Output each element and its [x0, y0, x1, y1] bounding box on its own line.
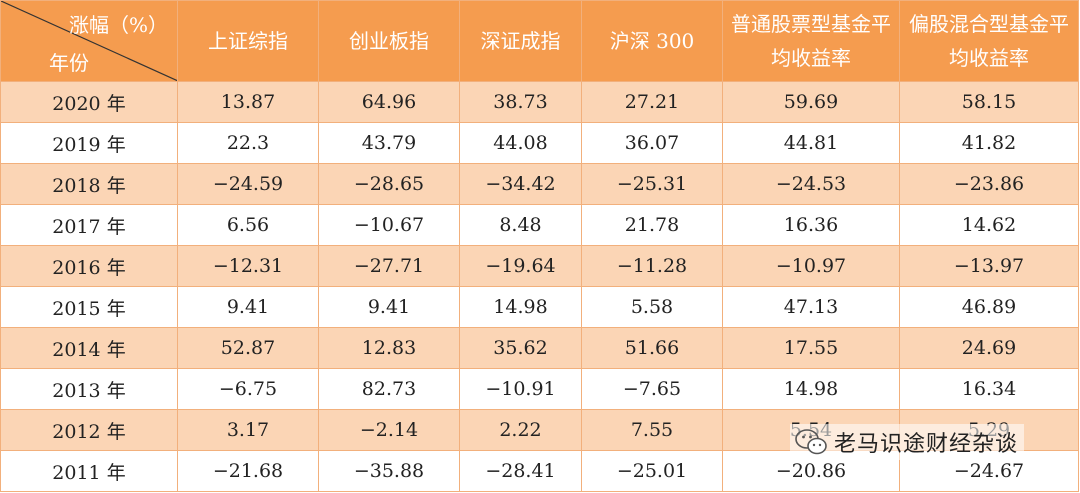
value-cell: 6.56	[177, 204, 319, 246]
value-cell: 58.15	[899, 81, 1079, 123]
value-cell: 9.41	[177, 286, 319, 328]
value-cell: 36.07	[581, 122, 723, 164]
table-row: 2017 年 6.56 −10.67 8.48 21.78 16.36 14.62	[0, 204, 1079, 246]
value-cell: 44.08	[459, 122, 582, 164]
watermark: 老马识途财经杂谈	[790, 424, 1025, 460]
year-cell: 2014 年	[0, 327, 178, 369]
value-cell: 14.98	[459, 286, 582, 328]
col-header-csi300: 沪深 300	[581, 0, 723, 82]
value-cell: 9.41	[318, 286, 460, 328]
year-cell: 2011 年	[0, 450, 178, 492]
value-cell: 16.36	[722, 204, 900, 246]
value-cell: −23.86	[899, 163, 1079, 205]
value-cell: −25.31	[581, 163, 723, 205]
value-cell: 82.73	[318, 368, 460, 410]
value-cell: 8.48	[459, 204, 582, 246]
value-cell: −28.65	[318, 163, 460, 205]
table-row: 2013 年 −6.75 82.73 −10.91 −7.65 14.98 16.34	[0, 368, 1079, 410]
value-cell: −6.75	[177, 368, 319, 410]
value-cell: 2.22	[459, 409, 582, 451]
value-cell: 13.87	[177, 81, 319, 123]
value-cell: 3.17	[177, 409, 319, 451]
year-cell: 2019 年	[0, 122, 178, 164]
value-cell: 16.34	[899, 368, 1079, 410]
value-cell: −12.31	[177, 245, 319, 287]
header-row: 涨幅（%） 年份 上证综指 创业板指 深证成指 沪深 300 普通股票型基金平均…	[0, 0, 1079, 82]
col-header-szse-component: 深证成指	[459, 0, 582, 82]
value-cell: 41.82	[899, 122, 1079, 164]
value-cell: 51.66	[581, 327, 723, 369]
value-cell: 21.78	[581, 204, 723, 246]
corner-diagonal-line	[1, 1, 177, 81]
table-row: 2020 年 13.87 64.96 38.73 27.21 59.69 58.15	[0, 81, 1079, 123]
value-cell: 47.13	[722, 286, 900, 328]
table-row: 2018 年 −24.59 −28.65 −34.42 −25.31 −24.53 −23.…	[0, 163, 1079, 205]
value-cell: −21.68	[177, 450, 319, 492]
value-cell: −11.28	[581, 245, 723, 287]
watermark-text: 老马识途财经杂谈	[834, 432, 1019, 457]
value-cell: 38.73	[459, 81, 582, 123]
corner-header-cell: 涨幅（%） 年份	[0, 0, 178, 82]
value-cell: 64.96	[318, 81, 460, 123]
value-cell: −24.53	[722, 163, 900, 205]
value-cell: 17.55	[722, 327, 900, 369]
value-cell: −28.41	[459, 450, 582, 492]
value-cell: 14.62	[899, 204, 1079, 246]
value-cell: −24.59	[177, 163, 319, 205]
value-cell: 52.87	[177, 327, 319, 369]
value-cell: 46.89	[899, 286, 1079, 328]
table-row: 2014 年 52.87 12.83 35.62 51.66 17.55 24.69	[0, 327, 1079, 369]
col-header-equity-fund-return: 普通股票型基金平均收益率	[722, 0, 900, 82]
value-cell: −35.88	[318, 450, 460, 492]
year-cell: 2016 年	[0, 245, 178, 287]
value-cell: −25.01	[581, 450, 723, 492]
value-cell: −7.65	[581, 368, 723, 410]
value-cell: −10.91	[459, 368, 582, 410]
corner-label-year: 年份	[49, 51, 89, 75]
value-cell: −27.71	[318, 245, 460, 287]
value-cell: −19.64	[459, 245, 582, 287]
year-cell: 2017 年	[0, 204, 178, 246]
value-cell: −2.14	[318, 409, 460, 451]
table-row: 2016 年 −12.31 −27.71 −19.64 −11.28 −10.97 −13.…	[0, 245, 1079, 287]
year-cell: 2015 年	[0, 286, 178, 328]
table-row: 2019 年 22.3 43.79 44.08 36.07 44.81 41.82	[0, 122, 1079, 164]
value-cell: 59.69	[722, 81, 900, 123]
col-header-chinext: 创业板指	[318, 0, 460, 82]
col-header-sse-composite: 上证综指	[177, 0, 319, 82]
value-cell: 27.21	[581, 81, 723, 123]
value-cell: −13.97	[899, 245, 1079, 287]
value-cell: 5.58	[581, 286, 723, 328]
year-cell: 2012 年	[0, 409, 178, 451]
year-cell: 2020 年	[0, 81, 178, 123]
value-cell: 44.81	[722, 122, 900, 164]
year-cell: 2018 年	[0, 163, 178, 205]
value-cell: 14.98	[722, 368, 900, 410]
value-cell: 24.69	[899, 327, 1079, 369]
value-cell: 43.79	[318, 122, 460, 164]
corner-label-change: 涨幅（%）	[69, 13, 169, 37]
col-header-hybrid-fund-return: 偏股混合型基金平均收益率	[899, 0, 1079, 82]
wechat-icon	[795, 429, 827, 455]
value-cell: 12.83	[318, 327, 460, 369]
value-cell: 22.3	[177, 122, 319, 164]
table-row: 2015 年 9.41 9.41 14.98 5.58 47.13 46.89	[0, 286, 1079, 328]
year-cell: 2013 年	[0, 368, 178, 410]
value-cell: −10.97	[722, 245, 900, 287]
value-cell: 7.55	[581, 409, 723, 451]
value-cell: 35.62	[459, 327, 582, 369]
value-cell: −10.67	[318, 204, 460, 246]
value-cell: −34.42	[459, 163, 582, 205]
